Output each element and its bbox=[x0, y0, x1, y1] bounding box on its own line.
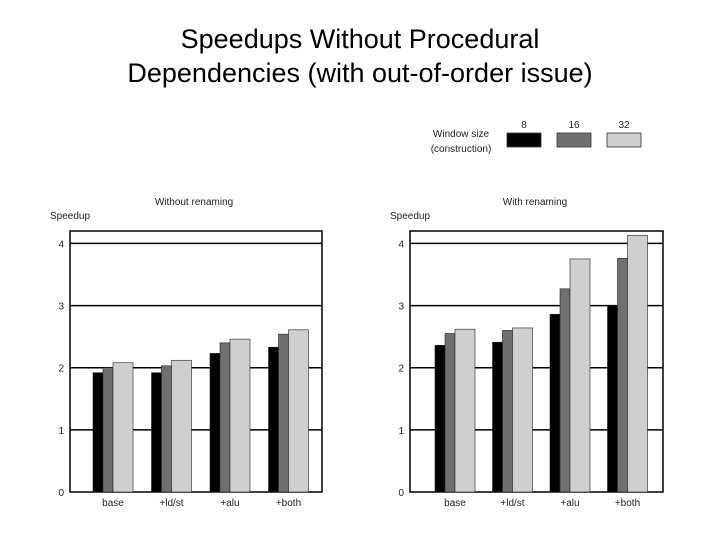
bar-base-32 bbox=[112, 362, 134, 493]
slide-title: Speedups Without Procedural Dependencies… bbox=[0, 22, 720, 90]
legend-label-8: 8 bbox=[521, 120, 527, 131]
bar-+alu-8 bbox=[549, 313, 561, 493]
bar-+ld/st-8 bbox=[492, 341, 503, 493]
y-tick-label-4: 4 bbox=[398, 239, 404, 250]
bar-+both-16 bbox=[278, 333, 289, 493]
chart-title: Without renaming bbox=[155, 197, 233, 208]
bar-+ld/st-16 bbox=[161, 365, 172, 493]
legend: Window size (construction) 8 16 32 bbox=[431, 120, 642, 155]
chart-panel-1: Without renaming Speedup 0 1 2 3 4 base +ld/st +a… bbox=[50, 197, 323, 509]
x-tick-label-2: +ld/st bbox=[159, 498, 183, 509]
y-tick-label-1: 1 bbox=[398, 426, 404, 437]
chart-title: With renaming bbox=[503, 197, 567, 208]
bar-+both-8 bbox=[607, 305, 618, 493]
bar-base-16 bbox=[102, 367, 114, 493]
legend-title-line-1: Window size bbox=[433, 129, 490, 140]
slide-title-line-2: Dependencies (with out-of-order issue) bbox=[127, 58, 593, 88]
x-tick-label-1: base bbox=[444, 498, 466, 509]
legend-label-16: 16 bbox=[568, 120, 580, 131]
x-tick-label-1: base bbox=[102, 498, 124, 509]
bar-+ld/st-8 bbox=[151, 372, 162, 493]
y-tick-label-3: 3 bbox=[398, 302, 404, 313]
x-tick-label-4: +both bbox=[276, 498, 301, 509]
plot-frame bbox=[69, 230, 323, 493]
x-tick-label-4: +both bbox=[615, 498, 640, 509]
legend-swatch-16 bbox=[556, 132, 592, 148]
bar-base-8 bbox=[434, 345, 446, 493]
legend-swatch-8 bbox=[506, 132, 542, 148]
legend-title-line-2: (construction) bbox=[431, 144, 492, 155]
bar-+alu-16 bbox=[559, 288, 571, 493]
bar-+both-32 bbox=[288, 329, 309, 493]
bar-base-16 bbox=[444, 333, 456, 493]
bar-+alu-32 bbox=[569, 258, 591, 493]
bar-+ld/st-32 bbox=[512, 327, 533, 493]
bar-+alu-16 bbox=[219, 342, 231, 493]
x-tick-label-2: +ld/st bbox=[500, 498, 524, 509]
y-tick-label-3: 3 bbox=[58, 302, 64, 313]
y-axis-label: Speedup bbox=[390, 211, 430, 222]
slide-title-line-1: Speedups Without Procedural bbox=[180, 24, 540, 54]
x-tick-label-3: +alu bbox=[220, 498, 239, 509]
bar-+both-8 bbox=[268, 346, 279, 493]
y-tick-label-0: 0 bbox=[398, 488, 404, 499]
y-tick-label-1: 1 bbox=[58, 426, 64, 437]
bar-+ld/st-16 bbox=[502, 330, 513, 493]
legend-swatch-32 bbox=[606, 132, 642, 148]
y-tick-label-4: 4 bbox=[58, 239, 64, 250]
legend-label-32: 32 bbox=[618, 120, 630, 131]
bar-base-32 bbox=[454, 328, 476, 493]
x-tick-label-3: +alu bbox=[560, 498, 579, 509]
chart-panel-2: With renaming Speedup 0 1 2 3 4 base +ld/st +alu +… bbox=[390, 197, 664, 509]
y-axis-label: Speedup bbox=[50, 211, 90, 222]
y-tick-label-2: 2 bbox=[398, 364, 404, 375]
y-tick-label-0: 0 bbox=[58, 488, 64, 499]
bar-base-8 bbox=[92, 372, 104, 493]
y-tick-label-2: 2 bbox=[58, 364, 64, 375]
bar-+ld/st-32 bbox=[171, 359, 192, 493]
bar-+both-16 bbox=[617, 258, 628, 493]
bar-+alu-8 bbox=[209, 353, 221, 493]
bar-+alu-32 bbox=[229, 338, 251, 493]
bar-+both-32 bbox=[627, 235, 648, 493]
plot-frame bbox=[409, 230, 664, 493]
